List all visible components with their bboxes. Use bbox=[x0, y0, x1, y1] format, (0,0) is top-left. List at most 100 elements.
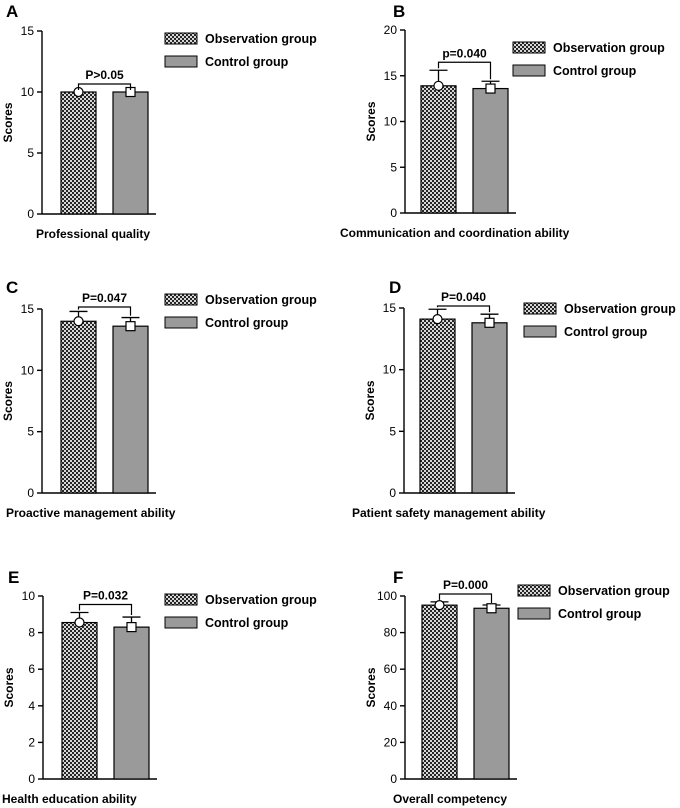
y-tick-label: 60 bbox=[384, 662, 398, 676]
panel-letter: A bbox=[6, 2, 18, 21]
legend-swatch-control bbox=[512, 64, 546, 77]
y-tick-label: 0 bbox=[27, 207, 34, 221]
legend-label-control: Control group bbox=[558, 607, 642, 621]
y-tick-label: 15 bbox=[383, 301, 397, 315]
legend-swatch-observation bbox=[164, 593, 198, 606]
y-tick-label: 10 bbox=[383, 363, 397, 377]
data-point-observation bbox=[434, 600, 445, 611]
data-point-control bbox=[486, 603, 497, 614]
p-value-label: P=0.032 bbox=[83, 588, 128, 602]
x-axis-label: Proactive management ability bbox=[6, 506, 176, 520]
legend-label-observation: Observation group bbox=[205, 293, 317, 307]
legend-swatch-observation bbox=[164, 32, 198, 45]
chart-panel-f: F 0 20 40 60 80 100 Scores Overall competency P=0… bbox=[364, 568, 670, 806]
significance-bracket bbox=[437, 61, 492, 80]
legend-label-control: Control group bbox=[205, 55, 289, 69]
y-tick-label: 10 bbox=[384, 115, 398, 129]
bar-observation-group bbox=[60, 320, 97, 494]
legend-swatch-observation bbox=[512, 41, 546, 54]
data-point-observation bbox=[73, 316, 84, 327]
p-value-label: P=0.047 bbox=[82, 291, 127, 305]
y-axis-label: Scores bbox=[1, 102, 15, 142]
data-point-control bbox=[125, 321, 136, 332]
chart-panel-b: B 0 5 10 15 20 Scores Communication and coordin… bbox=[340, 2, 665, 240]
data-point-control bbox=[484, 317, 495, 328]
y-tick-label: 5 bbox=[389, 424, 396, 438]
y-tick-label: 8 bbox=[28, 626, 35, 640]
panel-letter: C bbox=[6, 278, 18, 297]
bar-control-group bbox=[113, 626, 150, 780]
y-tick-label: 4 bbox=[28, 699, 35, 713]
bar-control-group bbox=[473, 607, 510, 780]
legend-swatch-control bbox=[164, 55, 198, 68]
y-tick-label: 15 bbox=[21, 24, 35, 38]
bar-observation-group bbox=[61, 621, 98, 780]
significance-bracket bbox=[77, 306, 132, 316]
y-tick-label: 6 bbox=[28, 662, 35, 676]
y-axis-label: Scores bbox=[364, 101, 378, 141]
bar-control-group bbox=[471, 322, 508, 494]
chart-panel-c: C 0 5 10 15 Scores Proactive management abilit… bbox=[1, 278, 317, 520]
significance-bracket bbox=[78, 603, 133, 616]
bar-observation-group bbox=[419, 318, 456, 494]
legend-swatch-observation bbox=[517, 584, 551, 597]
bar-control-group bbox=[112, 91, 149, 215]
y-tick-label: 0 bbox=[27, 486, 34, 500]
data-point-observation bbox=[432, 314, 443, 325]
chart-panel-a: A 0 5 10 15 Scores Professional quality P>0.05 O… bbox=[1, 2, 317, 241]
y-tick-label: 15 bbox=[384, 69, 398, 83]
y-tick-label: 10 bbox=[21, 363, 35, 377]
p-value-label: P=0.000 bbox=[443, 578, 488, 592]
x-axis-label: Overall competency bbox=[393, 792, 507, 806]
chart-panel-e: E 0 2 4 6 8 10 Scores Health education ability P=… bbox=[2, 568, 317, 806]
y-tick-label: 0 bbox=[390, 772, 397, 786]
bar-observation-group bbox=[421, 604, 458, 780]
data-point-observation bbox=[74, 617, 85, 628]
p-value-label: P=0.040 bbox=[441, 290, 486, 304]
significance-bracket bbox=[438, 593, 493, 603]
bar-observation-group bbox=[60, 91, 97, 215]
legend-label-observation: Observation group bbox=[564, 302, 676, 316]
legend-swatch-control bbox=[523, 325, 557, 338]
y-tick-label: 2 bbox=[28, 735, 35, 749]
legend-label-observation: Observation group bbox=[205, 32, 317, 46]
x-axis-label: Health education ability bbox=[2, 792, 137, 806]
legend-swatch-observation bbox=[164, 293, 198, 306]
panel-letter: E bbox=[8, 568, 19, 587]
y-tick-label: 0 bbox=[389, 486, 396, 500]
legend-label-control: Control group bbox=[564, 325, 648, 339]
significance-bracket bbox=[77, 83, 132, 90]
y-tick-label: 5 bbox=[390, 160, 397, 174]
legend-swatch-observation bbox=[523, 302, 557, 315]
y-axis-label: Scores bbox=[1, 381, 15, 421]
y-tick-label: 20 bbox=[384, 23, 398, 37]
legend-label-control: Control group bbox=[205, 616, 289, 630]
bar-control-group bbox=[472, 87, 509, 214]
y-axis-label: Scores bbox=[2, 667, 16, 707]
panel-letter: F bbox=[393, 568, 403, 587]
y-tick-label: 10 bbox=[21, 85, 35, 99]
x-axis-label: Patient safety management ability bbox=[352, 506, 546, 520]
legend-label-control: Control group bbox=[205, 316, 289, 330]
bar-observation-group bbox=[420, 85, 457, 214]
y-axis-label: Scores bbox=[364, 667, 378, 707]
data-point-control bbox=[485, 83, 496, 94]
legend-label-observation: Observation group bbox=[205, 593, 317, 607]
legend-swatch-control bbox=[164, 616, 198, 629]
y-tick-label: 10 bbox=[22, 589, 36, 603]
data-point-observation bbox=[433, 80, 444, 91]
y-tick-label: 5 bbox=[27, 425, 34, 439]
y-tick-label: 0 bbox=[390, 206, 397, 220]
y-tick-label: 40 bbox=[384, 699, 398, 713]
y-tick-label: 80 bbox=[384, 626, 398, 640]
y-tick-label: 0 bbox=[28, 772, 35, 786]
x-axis-label: Communication and coordination ability bbox=[340, 226, 570, 240]
legend-label-observation: Observation group bbox=[553, 41, 665, 55]
y-axis-label: Scores bbox=[363, 380, 377, 420]
legend-label-control: Control group bbox=[553, 64, 637, 78]
y-tick-label: 15 bbox=[21, 302, 35, 316]
x-axis-label: Professional quality bbox=[36, 227, 150, 241]
significance-bracket bbox=[436, 305, 491, 313]
legend-label-observation: Observation group bbox=[558, 584, 670, 598]
